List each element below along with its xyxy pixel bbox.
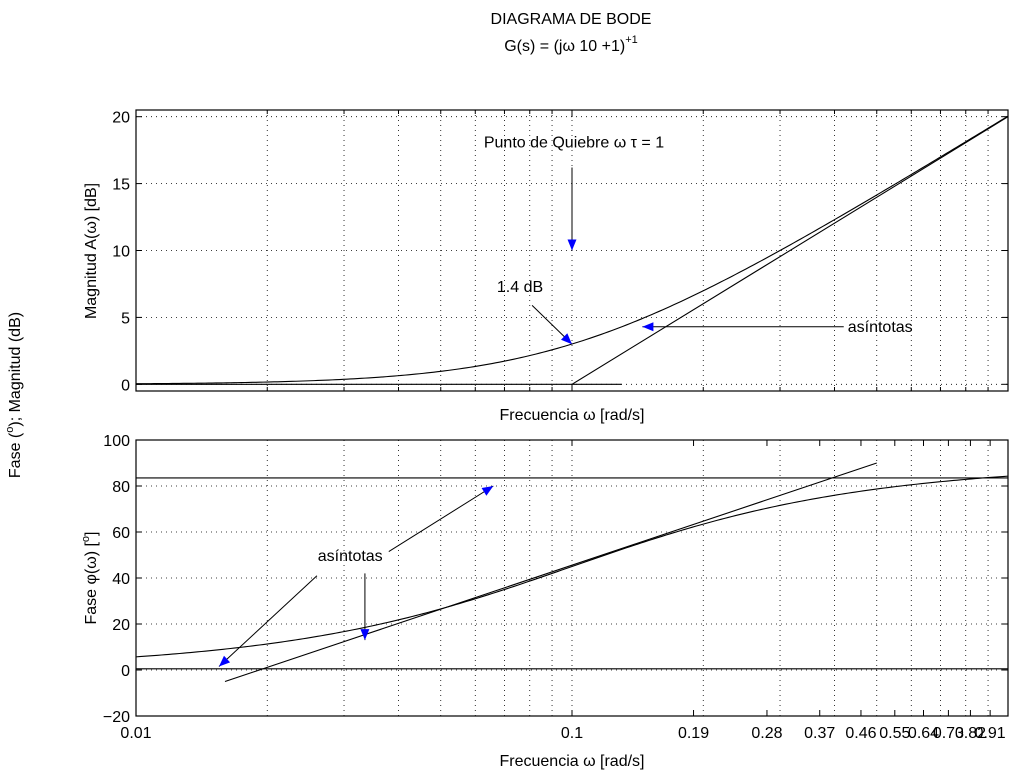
figure-subtitle-exp: +1 [625, 34, 638, 46]
outer-y-label-b: ); Magnitud (dB) [7, 312, 24, 427]
break-point-label: Punto de Quiebre ω τ = 1 [484, 134, 664, 151]
phase-y-tick-label: 80 [112, 479, 130, 496]
phase-exact-line [135, 475, 1009, 658]
figure-title: DIAGRAMA DE BODE [491, 11, 652, 28]
outer-y-label-sup: o [4, 427, 16, 433]
phase-annotations: asíntotas [218, 485, 494, 667]
phase-y-label-end: ] [83, 531, 100, 535]
magnitude-y-axis-label: Magnitud A(ω) [dB] [83, 183, 100, 319]
outer-y-label-a: Fase ( [7, 432, 24, 478]
phase-y-tick-label: 40 [112, 571, 130, 588]
phase-arrow-high-head [481, 486, 494, 496]
gain-arrow-head [561, 333, 572, 345]
phase-x-tick-label: 0.28 [751, 725, 782, 742]
phase-x-tick-label: 0.91 [975, 725, 1006, 742]
phase-curves [135, 462, 1009, 683]
magnitude-y-tick-label: 0 [121, 377, 130, 394]
phase-x-tick-label: 0.01 [120, 725, 151, 742]
phase-grid [136, 440, 1008, 716]
phase-y-axis-label: Fase φ(ω) [o] [80, 531, 100, 624]
phase-y-label-sup: o [80, 536, 92, 542]
phase-x-tick-label: 0.46 [845, 725, 876, 742]
break-point-arrow-head [567, 239, 577, 251]
phase-x-tick-label: 0.64 [908, 725, 939, 742]
asymptotes-label: asíntotas [848, 319, 913, 336]
phase-arrow-low-head [219, 655, 231, 667]
phase-y-tick-label: 100 [103, 433, 130, 450]
phase-x-tick-label: 0.37 [804, 725, 835, 742]
phase-arrow-mid-head [360, 629, 370, 641]
phase-asymptote-slope-line [224, 462, 877, 683]
magnitude-annotations: Punto de Quiebre ω τ = 1 1.4 dB asíntotas [484, 134, 913, 345]
magnitude-frame [135, 109, 1009, 392]
phase-x-tick-label: 0.73 [933, 725, 964, 742]
phase-x-tick-label: 0.82 [955, 725, 986, 742]
magnitude-panel: 0 5 10 15 20 Punto de Quiebre ω τ = 1 1.4 dB a… [83, 109, 1009, 424]
phase-asymptotes-label: asíntotas [318, 548, 383, 565]
gain-label: 1.4 dB [497, 279, 543, 296]
phase-y-label-main: Fase φ(ω) [ [83, 542, 100, 625]
phase-x-tick-label: 0.19 [678, 725, 709, 742]
outer-y-axis-label: Fase (o); Magnitud (dB) [4, 312, 24, 478]
phase-x-tick-label: 0.55 [879, 725, 910, 742]
magnitude-y-tick-label: 15 [112, 177, 130, 194]
magnitude-y-ticks: 0 5 10 15 20 [112, 110, 1009, 394]
phase-y-tick-label: −20 [103, 709, 130, 726]
figure-subtitle: G(s) = (jω 10 +1)+1 [504, 34, 638, 55]
phase-x-tick-label: 0.1 [561, 725, 583, 742]
phase-y-tick-label: 60 [112, 525, 130, 542]
asymptotes-arrow-head [642, 322, 654, 332]
magnitude-y-tick-label: 20 [112, 110, 130, 127]
phase-y-tick-label: 20 [112, 617, 130, 634]
phase-frame [135, 439, 1009, 717]
phase-x-axis-label: Frecuencia ω [rad/s] [500, 753, 645, 770]
magnitude-y-tick-label: 10 [112, 244, 130, 261]
phase-arrow-low-shaft [218, 575, 318, 667]
magnitude-x-axis-label: Frecuencia ω [rad/s] [500, 407, 645, 424]
phase-y-tick-label: 0 [121, 663, 130, 680]
magnitude-y-tick-label: 5 [121, 310, 130, 327]
phase-arrow-high-shaft [388, 485, 494, 552]
magnitude-asymptote-high-line [571, 116, 1009, 385]
figure-subtitle-main: G(s) = (jω 10 +1) [504, 38, 625, 55]
